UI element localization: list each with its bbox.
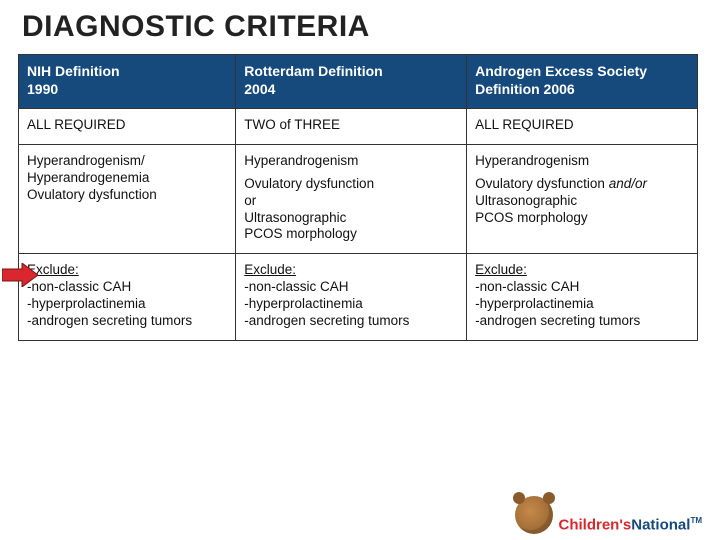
criteria-table: NIH Definition 1990 Rotterdam Definition… [18, 54, 698, 341]
footer-logo: Children'sNationalTM [515, 496, 703, 534]
col-header-name: Rotterdam Definition [244, 63, 382, 79]
cell-required: ALL REQUIRED [19, 109, 236, 145]
bear-icon [515, 496, 553, 534]
col-header-aes: Androgen Excess Society Definition 2006 [467, 55, 698, 109]
col-header-name: NIH Definition [27, 63, 120, 79]
col-header-year: 1990 [27, 81, 227, 99]
cell-criteria: Hyperandrogenism/ Hyperandrogenemia Ovul… [19, 144, 236, 253]
table-row: ALL REQUIRED TWO of THREE ALL REQUIRED [19, 109, 698, 145]
table-row: Hyperandrogenism/ Hyperandrogenemia Ovul… [19, 144, 698, 253]
col-header-rotterdam: Rotterdam Definition 2004 [236, 55, 467, 109]
brand-text: Children'sNationalTM [559, 516, 703, 534]
cell-criteria: Hyperandrogenism Ovulatory dysfunction a… [467, 144, 698, 253]
footer: Children'sNationalTM [0, 484, 720, 540]
highlight-arrow-icon [2, 263, 38, 287]
cell-exclude: Exclude: -non-classic CAH -hyperprolacti… [19, 254, 236, 341]
cell-required: ALL REQUIRED [467, 109, 698, 145]
col-header-nih: NIH Definition 1990 [19, 55, 236, 109]
cell-exclude: Exclude: -non-classic CAH -hyperprolacti… [236, 254, 467, 341]
cell-criteria: Hyperandrogenism Ovulatory dysfunction o… [236, 144, 467, 253]
col-header-year: 2004 [244, 81, 458, 99]
col-header-name: Androgen Excess Society Definition 2006 [475, 63, 647, 97]
page-title: DIAGNOSTIC CRITERIA [0, 0, 720, 48]
cell-required: TWO of THREE [236, 109, 467, 145]
table-header-row: NIH Definition 1990 Rotterdam Definition… [19, 55, 698, 109]
criteria-table-wrap: NIH Definition 1990 Rotterdam Definition… [18, 54, 698, 341]
cell-exclude: Exclude: -non-classic CAH -hyperprolacti… [467, 254, 698, 341]
table-row: Exclude: -non-classic CAH -hyperprolacti… [19, 254, 698, 341]
